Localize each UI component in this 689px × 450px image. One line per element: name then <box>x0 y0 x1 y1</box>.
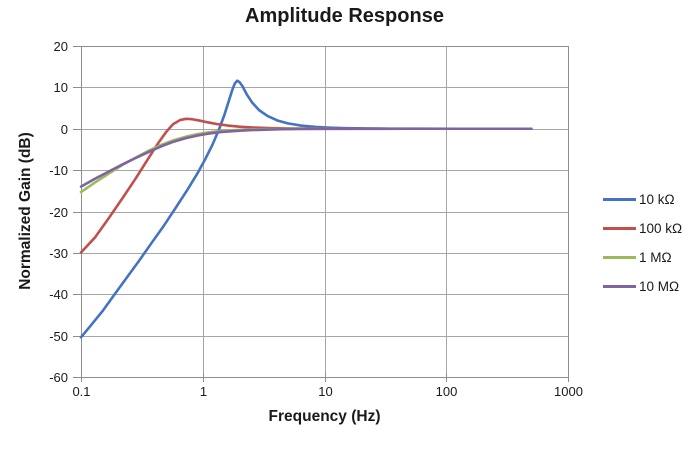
x-tick-label: 100 <box>436 384 458 399</box>
y-tick-label: -30 <box>49 246 68 261</box>
legend-label: 100 kΩ <box>639 221 683 236</box>
series-line-10-k <box>79 79 533 339</box>
series-line-10-m <box>79 127 533 188</box>
legend-item-10-k: 10 kΩ <box>603 185 682 214</box>
y-tick-label: -20 <box>49 205 68 220</box>
legend-line-swatch <box>603 255 636 260</box>
y-tick-label: 0 <box>61 122 68 137</box>
y-tick-label: 10 <box>54 80 68 95</box>
x-tick-label: 10 <box>318 384 332 399</box>
y-tick-label: -10 <box>49 163 68 178</box>
chart-title: Amplitude Response <box>245 5 444 27</box>
y-tick-label: -40 <box>49 287 68 302</box>
legend: 10 kΩ 100 kΩ 1 MΩ 10 MΩ <box>603 185 682 301</box>
legend-item-1-m: 1 MΩ <box>603 243 682 272</box>
x-axis-title: Frequency (Hz) <box>268 408 381 425</box>
x-tick-label: 1 <box>200 384 207 399</box>
y-tick-label: 20 <box>54 39 68 54</box>
legend-label: 10 kΩ <box>639 192 675 207</box>
y-tick-label: -50 <box>49 329 68 344</box>
legend-item-10-m: 10 MΩ <box>603 272 682 301</box>
legend-item-100-k: 100 kΩ <box>603 214 682 243</box>
legend-line-swatch <box>603 226 636 231</box>
legend-line-swatch <box>603 197 636 202</box>
legend-line-swatch <box>603 284 636 289</box>
x-tick-label: 0.1 <box>72 384 90 399</box>
y-tick-label: -60 <box>49 370 68 385</box>
legend-label: 10 MΩ <box>639 279 680 294</box>
legend-label: 1 MΩ <box>639 250 672 265</box>
series-line-100-k <box>79 117 533 254</box>
x-tick-label: 1000 <box>554 384 583 399</box>
